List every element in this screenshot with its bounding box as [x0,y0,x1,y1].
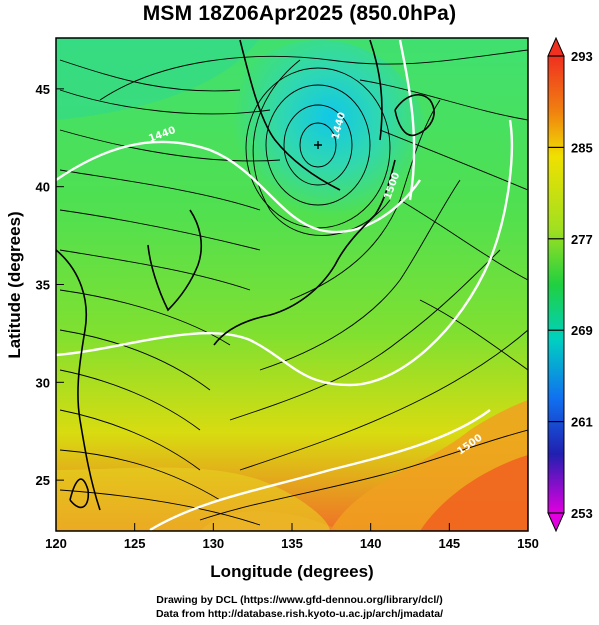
credit-drawing: Drawing by DCL (https://www.gfd-dennou.o… [156,594,443,606]
colorbar-tick-label: 261 [571,415,593,430]
cold-core [210,40,430,260]
colorbar-scale [547,55,565,514]
low-center-marker [314,141,322,149]
credit-data: Data from http://database.rish.kyoto-u.a… [155,608,444,620]
y-axis: 25 30 35 40 45 [36,82,64,488]
yellow-band-south [56,467,330,531]
x-axis-label: Longitude (degrees) [210,562,373,581]
map-title: MSM 18Z06Apr2025 (850.0hPa) [142,2,457,25]
y-tick-label: 30 [36,375,50,390]
colorbar: 293 285 277 269 261 253 [547,36,593,533]
x-tick-label: 125 [124,536,146,551]
x-tick-label: 135 [281,536,303,551]
x-axis: 120 125 130 135 140 145 150 [45,523,539,551]
colorbar-bottom-arrow [547,512,565,533]
wind-streamlines [59,49,528,526]
colorbar-tick-label: 277 [571,232,593,247]
height-contours [56,39,514,531]
cool-region-northwest [56,38,260,120]
x-tick-label: 150 [517,536,539,551]
plot-area[interactable] [56,38,528,531]
y-tick-label: 25 [36,473,50,488]
colorbar-tick-label: 285 [571,140,593,155]
x-tick-label: 120 [45,536,67,551]
x-tick-label: 130 [202,536,224,551]
colorbar-tick-label: 253 [571,506,593,521]
colorbar-tick-label: 269 [571,323,593,338]
y-tick-label: 40 [36,180,50,195]
x-tick-label: 140 [360,536,382,551]
y-axis-label: Latitude (degrees) [5,211,24,358]
coastlines [56,39,435,511]
y-tick-label: 35 [36,278,50,293]
colorbar-tick-label: 293 [571,49,593,64]
hot-region-southeast [420,455,528,531]
y-tick-label: 45 [36,82,50,97]
x-tick-label: 145 [438,536,460,551]
colorbar-top-arrow [547,36,565,57]
